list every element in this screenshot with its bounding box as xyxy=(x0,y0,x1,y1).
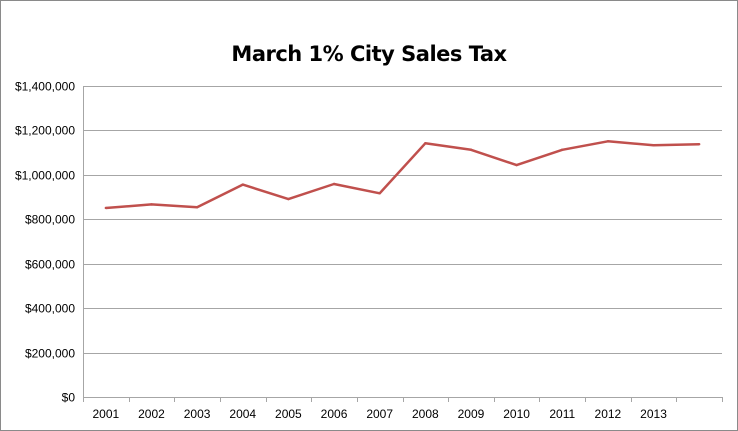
x-tick-label: 2001 xyxy=(92,407,119,421)
y-tick-label: $1,200,000 xyxy=(15,124,75,138)
data-point xyxy=(697,143,701,146)
y-tick-label: $1,000,000 xyxy=(15,169,75,183)
x-tick-label: 2004 xyxy=(229,407,256,421)
data-point xyxy=(561,148,564,151)
x-tick-label: 2011 xyxy=(549,407,575,421)
y-tick-label: $1,400,000 xyxy=(15,80,75,94)
x-tick-label: 2010 xyxy=(503,407,530,421)
x-tick-label: 2012 xyxy=(595,407,622,421)
x-tick-label: 2003 xyxy=(184,407,211,421)
data-point xyxy=(241,183,244,186)
data-point xyxy=(195,206,199,209)
x-tick-label: 2008 xyxy=(412,407,439,421)
x-tick-label: 2007 xyxy=(366,407,393,421)
data-point xyxy=(469,148,473,151)
y-tick-label: $200,000 xyxy=(25,347,75,361)
y-tick-label: $800,000 xyxy=(25,213,75,227)
data-point xyxy=(515,163,518,167)
data-point xyxy=(424,142,427,145)
x-tick-label: 2009 xyxy=(458,407,485,421)
data-point xyxy=(606,140,610,143)
x-tick-label: 2005 xyxy=(275,407,302,421)
chart-title: March 1% City Sales Tax xyxy=(231,42,507,66)
x-tick-label: 2006 xyxy=(321,407,348,421)
y-tick-label: $600,000 xyxy=(25,258,75,272)
series-line xyxy=(105,140,700,210)
data-point xyxy=(104,206,108,210)
data-point xyxy=(378,192,381,195)
x-tick-label: 2002 xyxy=(138,407,165,421)
data-point xyxy=(287,197,290,201)
data-point xyxy=(150,203,153,206)
x-tick-label: 2013 xyxy=(640,407,667,421)
data-point xyxy=(652,144,655,147)
y-tick-label: $400,000 xyxy=(25,302,75,316)
data-point xyxy=(332,182,336,186)
y-tick-label: $0 xyxy=(62,391,76,405)
